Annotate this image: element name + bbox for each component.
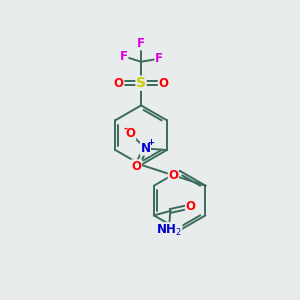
Text: -: - [123,123,127,133]
Text: O: O [131,160,142,173]
Text: O: O [158,76,168,90]
Text: N: N [140,142,150,155]
Text: O: O [185,200,196,213]
Text: S: S [136,76,146,90]
Text: +: + [147,138,154,147]
Text: F: F [120,50,128,63]
Text: O: O [168,169,178,182]
Text: F: F [137,37,145,50]
Text: F: F [155,52,163,65]
Text: O: O [126,127,136,140]
Text: NH$_2$: NH$_2$ [156,223,182,238]
Text: O: O [114,76,124,90]
